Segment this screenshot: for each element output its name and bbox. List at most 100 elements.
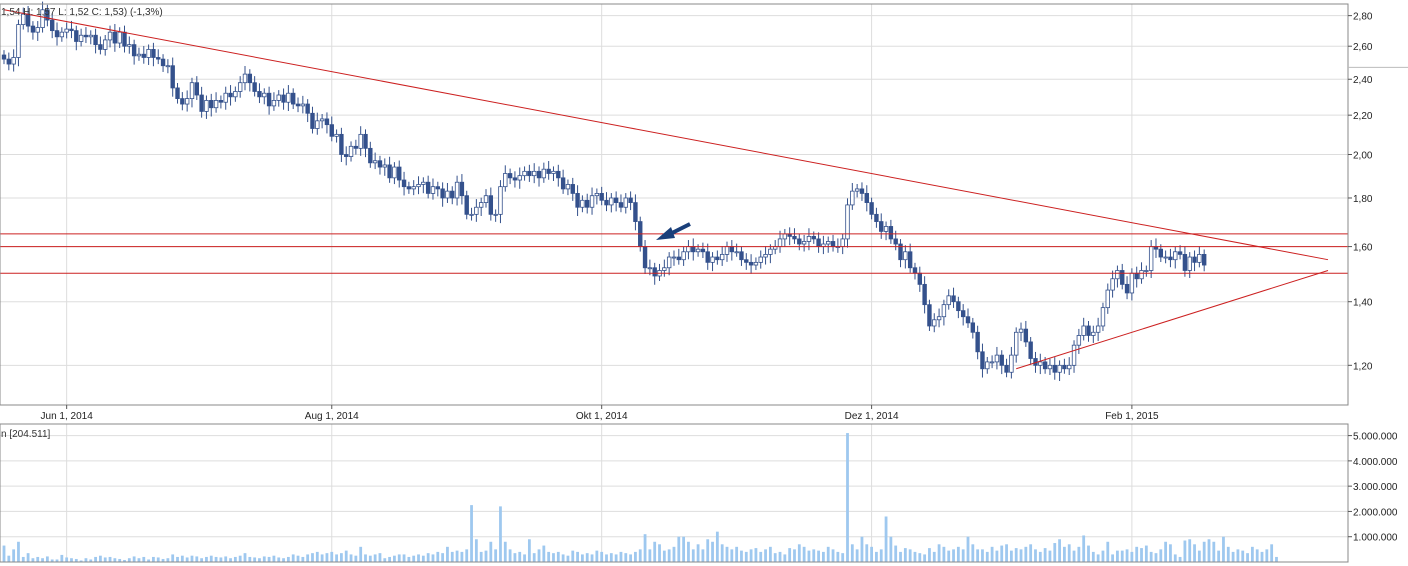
volume-bar <box>585 553 589 562</box>
candle-up <box>242 73 248 84</box>
volume-bar <box>320 554 324 562</box>
candle-down <box>874 213 879 222</box>
candle-up <box>845 204 850 240</box>
volume-bar <box>1067 544 1071 562</box>
volume-bar <box>94 556 97 562</box>
candle-up <box>204 100 209 112</box>
volume-bar <box>981 549 984 562</box>
volume-bar <box>653 541 657 562</box>
candle-up <box>117 31 122 44</box>
volume-bar <box>527 539 531 562</box>
volume-bar <box>1202 541 1206 562</box>
volume-bar <box>1255 549 1259 562</box>
candle-down <box>585 199 590 208</box>
volume-bar <box>219 557 223 562</box>
volume-bar <box>508 549 512 562</box>
volume-bar <box>315 551 319 562</box>
candle-up <box>647 267 653 270</box>
volume-bar <box>658 544 661 562</box>
candle-up <box>1110 278 1115 291</box>
volume-bar <box>74 558 78 562</box>
candle-down <box>816 238 821 247</box>
candle-up <box>826 241 831 245</box>
volume-bar <box>952 549 955 562</box>
volume-bar <box>889 536 893 562</box>
candle-down <box>744 259 749 263</box>
volume-bar <box>1005 544 1008 562</box>
candle-down <box>652 267 657 277</box>
volume-bar <box>513 553 517 562</box>
volume-bar <box>884 516 888 562</box>
candle-down <box>970 322 976 333</box>
volume-bar <box>870 546 873 562</box>
candle-down <box>459 181 465 197</box>
candle-up <box>753 261 759 266</box>
volume-bar <box>812 549 816 562</box>
candle-down <box>893 238 898 245</box>
candle-up <box>430 186 436 194</box>
candle-down <box>218 100 224 103</box>
volume-bar <box>368 555 372 562</box>
candle-down <box>1177 251 1183 255</box>
volume-bar <box>643 534 647 562</box>
volume-bar <box>479 551 483 562</box>
candle-up <box>1115 270 1120 280</box>
candle-up <box>1144 270 1149 272</box>
volume-bar <box>489 541 493 562</box>
volume-bar <box>735 546 739 562</box>
candle-up <box>801 241 807 245</box>
volume-bar <box>1096 554 1100 562</box>
volume-bar <box>446 546 449 562</box>
volume-bar <box>1183 540 1187 562</box>
candle-up <box>127 44 132 47</box>
volume-bar <box>561 554 565 562</box>
volume-bar <box>879 549 883 562</box>
volume-bar <box>50 559 54 562</box>
volume-bar <box>720 544 724 562</box>
volume-bar <box>956 546 960 562</box>
candle-down <box>50 19 55 32</box>
price-tick-label: 1,80 <box>1353 194 1373 205</box>
volume-bar <box>349 554 353 562</box>
volume-bar <box>624 553 628 562</box>
volume-tick-label: 2.000.000 <box>1353 507 1398 518</box>
volume-bar <box>807 550 811 562</box>
candle-up <box>686 246 691 253</box>
volume-bar <box>556 551 560 562</box>
volume-bar <box>99 555 102 562</box>
candle-down <box>131 44 137 57</box>
volume-bar <box>441 553 445 562</box>
candle-down <box>999 354 1004 366</box>
candle-up <box>503 173 508 188</box>
candle-down <box>898 243 903 261</box>
candle-down <box>305 103 310 114</box>
volume-bar <box>1009 550 1013 562</box>
volume-bar <box>161 558 165 562</box>
candle-up <box>710 256 715 263</box>
volume-bar <box>802 546 806 562</box>
volume-bar <box>923 554 927 562</box>
candle-down <box>748 261 754 266</box>
volume-bar <box>918 553 922 562</box>
candle-down <box>435 186 440 190</box>
volume-bar <box>860 536 864 562</box>
volume-bar <box>402 554 406 562</box>
candle-up <box>1067 364 1072 370</box>
volume-bar <box>426 553 430 562</box>
volume-bar <box>571 550 575 562</box>
volume-readout: n [204.511] <box>1 429 51 440</box>
candle-up <box>946 295 951 306</box>
volume-bar <box>773 553 777 562</box>
volume-bar <box>311 553 314 562</box>
volume-bar <box>243 553 247 562</box>
candle-up <box>1047 364 1053 370</box>
candle-down <box>281 94 286 103</box>
candle-up <box>932 319 937 327</box>
volume-bar <box>1173 554 1177 562</box>
candle-down <box>975 331 980 353</box>
candle-up <box>782 233 788 240</box>
candle-up <box>286 92 291 103</box>
candle-up <box>16 24 21 58</box>
candle-down <box>980 351 985 370</box>
arrow-head-icon <box>656 227 675 240</box>
